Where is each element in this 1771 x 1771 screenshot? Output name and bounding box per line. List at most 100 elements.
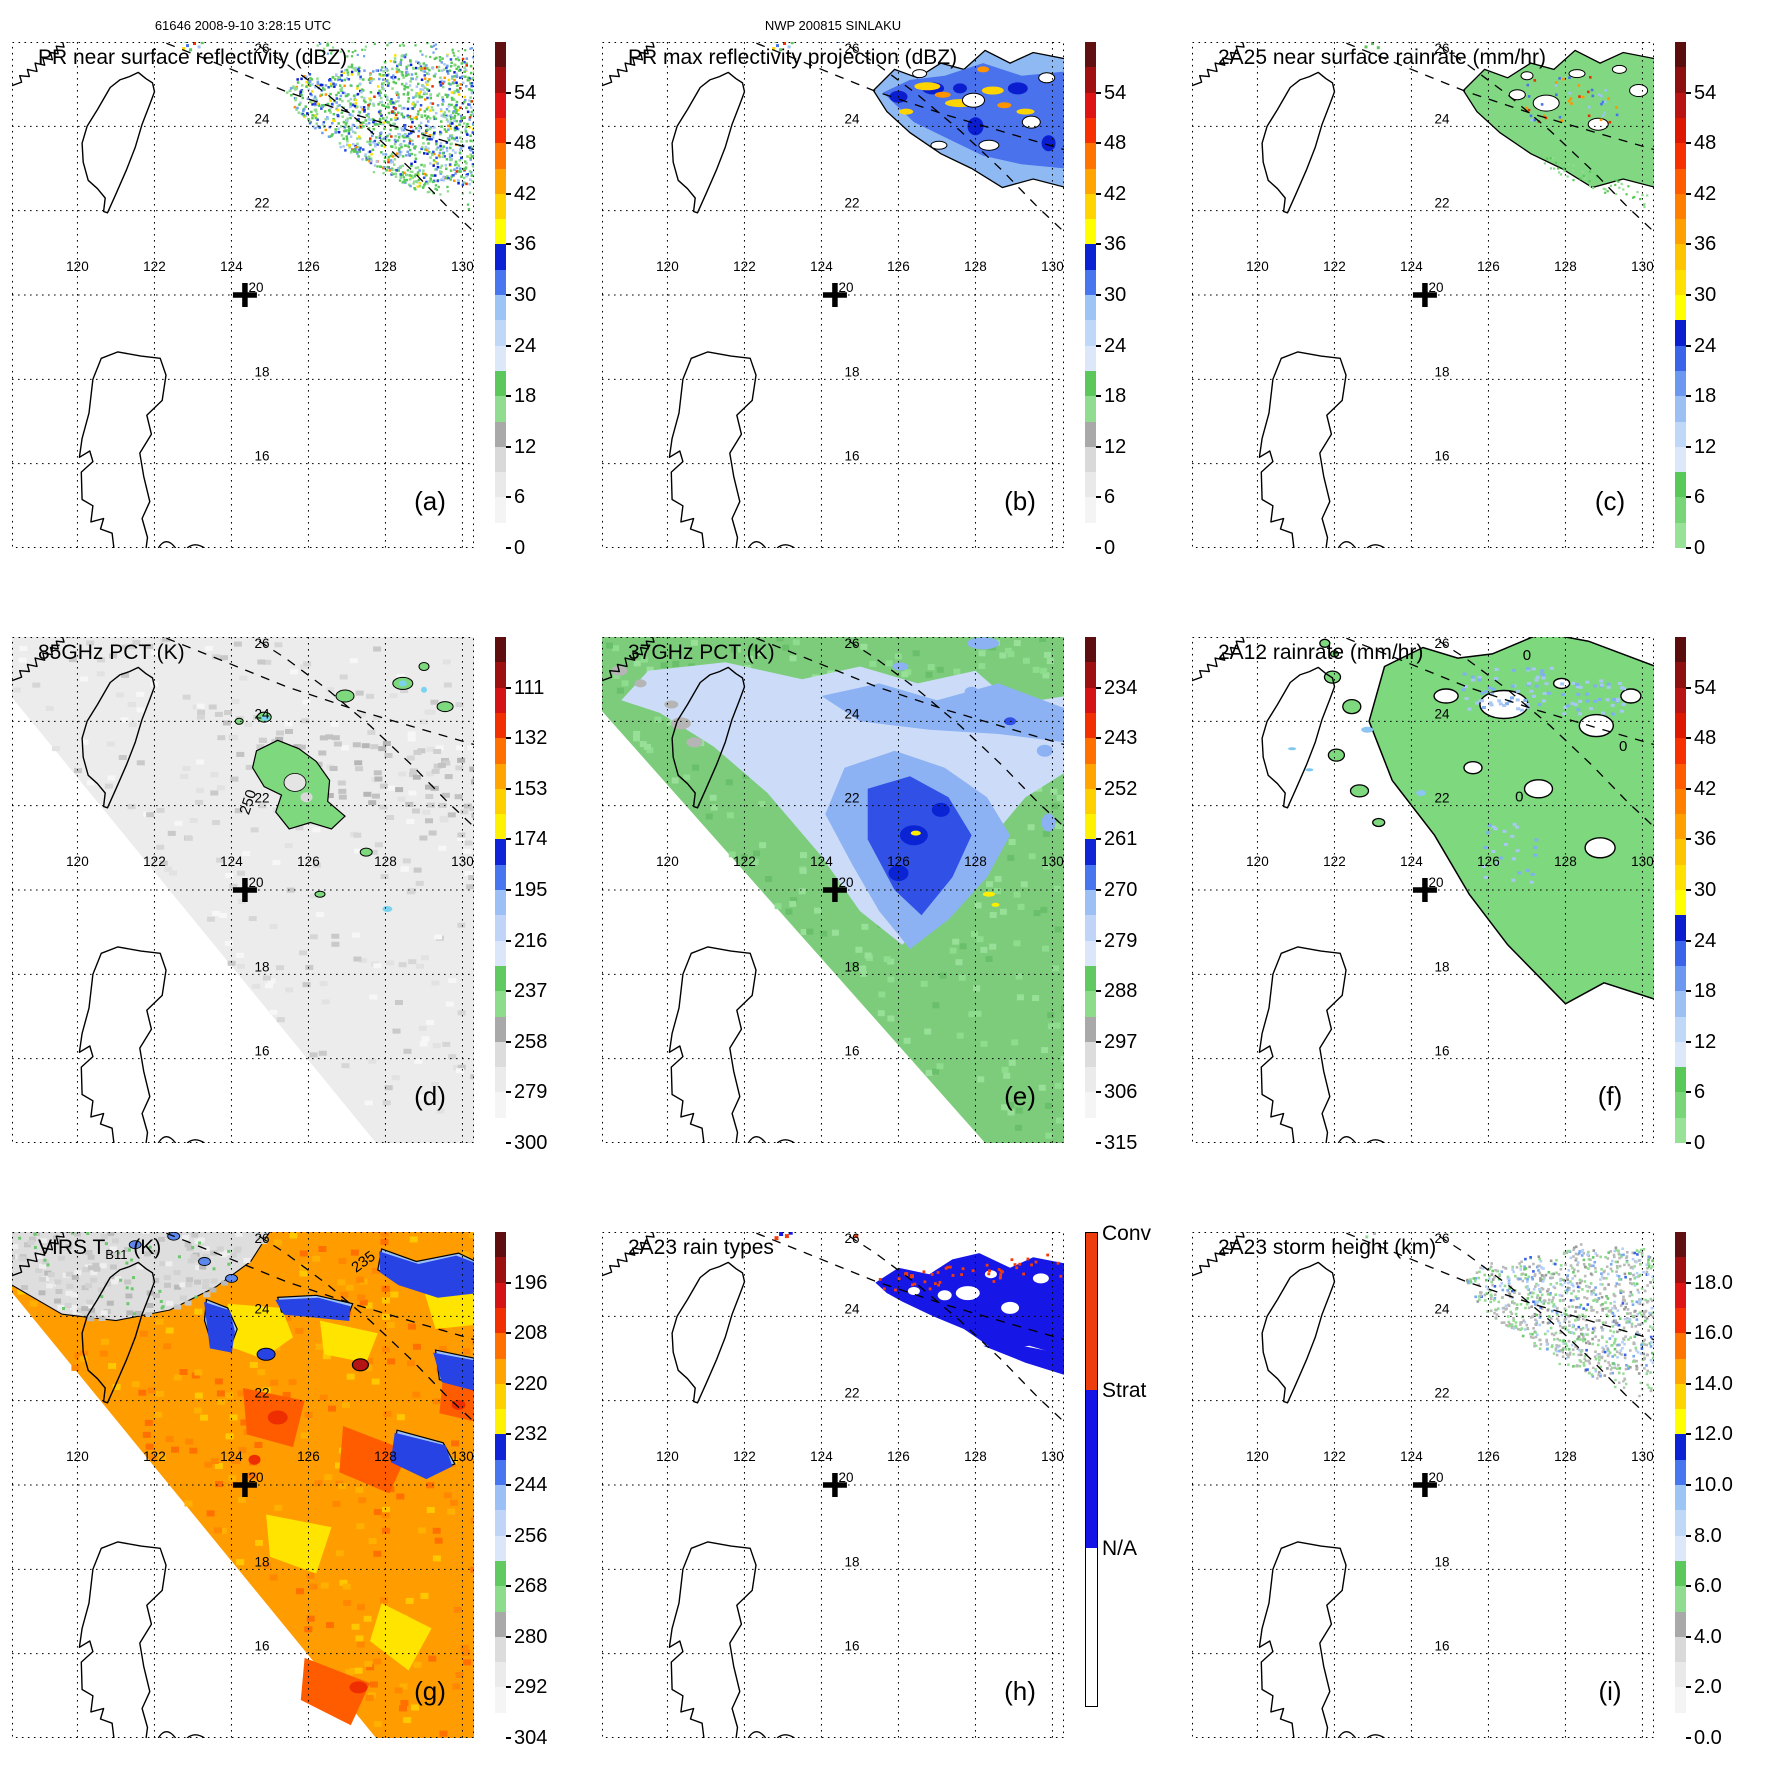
colorbar-segment xyxy=(1675,446,1686,473)
panel-letter-b: (b) xyxy=(1004,486,1036,516)
colorbar-tick-label: 195 xyxy=(514,879,548,901)
colorbar-tick xyxy=(506,1433,511,1436)
coastlines xyxy=(12,637,205,1143)
colorbar-tick xyxy=(1096,547,1101,549)
lon-tick-label: 126 xyxy=(887,854,910,869)
panel-letter-g: (g) xyxy=(414,1676,446,1706)
islet-coastline xyxy=(776,1734,795,1738)
colorbar-tick-label: 14.0 xyxy=(1694,1372,1733,1395)
colorbar-segment xyxy=(1675,92,1686,119)
colorbar-tick-label: 10.0 xyxy=(1694,1474,1733,1496)
panel-title-text: VIRS T xyxy=(38,1236,106,1259)
panel-letter-i: (i) xyxy=(1598,1676,1622,1706)
colorbar-segment xyxy=(1675,1485,1686,1511)
colorbar-tick xyxy=(1686,990,1691,993)
colorbar-category-label: Strat xyxy=(1102,1379,1147,1402)
lon-tick-label: 130 xyxy=(451,1449,474,1464)
colorbar-segment xyxy=(1085,67,1096,94)
colorbar-segment xyxy=(1675,269,1686,296)
pr-swath-edge-lines xyxy=(161,42,474,233)
colorbar-segment xyxy=(1675,712,1686,739)
colorbar-tick-label: 174 xyxy=(514,828,548,851)
colorbar-segment xyxy=(1085,168,1096,195)
colorbar-segment xyxy=(495,662,506,689)
lon-tick-label: 120 xyxy=(1246,1449,1269,1464)
colorbar-d: 111 132 153 174 195 216 237 258 279 300 xyxy=(495,637,547,1153)
lat-tick-label: 20 xyxy=(1428,875,1443,890)
colorbar-segment xyxy=(495,193,506,220)
lat-tick-label: 16 xyxy=(1434,1044,1449,1059)
colorbar-segment xyxy=(1675,295,1686,321)
lon-tick-label: 128 xyxy=(374,854,397,869)
grid-tick-labels: 26 24 22 20 18 16 120 122 124 126 128 130 xyxy=(66,1232,474,1654)
panel-letter-d: (d) xyxy=(414,1081,446,1111)
colorbar-tick xyxy=(506,1534,511,1537)
colorbar-segment xyxy=(1675,1636,1686,1663)
colorbar-segment xyxy=(495,1636,506,1663)
taiwan-coastline xyxy=(1261,71,1336,214)
lat-tick-label: 26 xyxy=(254,1232,269,1246)
colorbar-tick xyxy=(1096,686,1101,689)
colorbar-segment xyxy=(495,143,506,169)
colorbar-tick xyxy=(506,1585,511,1588)
colorbar-tick-label: 42 xyxy=(1694,182,1717,205)
islet-coastline xyxy=(1366,544,1385,548)
coastlines xyxy=(1192,42,1385,548)
colorbar-segment xyxy=(1675,763,1686,790)
colorbar-tick xyxy=(506,395,511,398)
colorbar-tick xyxy=(506,1040,511,1043)
lon-tick-label: 122 xyxy=(1323,259,1346,274)
colorbar-segment xyxy=(495,940,506,967)
colorbar-segment xyxy=(495,687,506,714)
lon-tick-label: 120 xyxy=(66,854,89,869)
colorbar-tick xyxy=(1686,939,1691,942)
colorbar-tick xyxy=(1686,192,1691,195)
typhoon-center-marker xyxy=(232,1473,257,1497)
colorbar-segment xyxy=(1675,1016,1686,1043)
coastlines xyxy=(12,1232,205,1738)
colorbar-segment xyxy=(495,421,506,448)
colorbar-tick xyxy=(1096,787,1101,790)
map-panel-a: 26 24 22 20 18 16 120 122 124 126 128 130 xyxy=(12,42,474,548)
colorbar-i: 18.0 16.0 14.0 12.0 10.0 8.0 6.0 4.0 2.0 0.0 xyxy=(1675,1232,1733,1748)
colorbar-tick xyxy=(1686,686,1691,689)
colorbar-tick xyxy=(1096,243,1101,246)
colorbar-segment xyxy=(1085,940,1096,967)
colorbar-segment xyxy=(495,67,506,94)
typhoon-center-marker xyxy=(822,283,847,307)
colorbar-segment xyxy=(1675,1434,1686,1461)
colorbar-segment xyxy=(495,738,506,764)
lon-tick-label: 124 xyxy=(1400,854,1423,869)
contour-value-label: 250 xyxy=(236,788,260,817)
typhoon-center-marker xyxy=(232,878,257,902)
colorbar-tick-label: 280 xyxy=(514,1625,548,1648)
colorbar-segment xyxy=(495,1358,506,1385)
colorbar-segment xyxy=(1085,814,1096,840)
colorbar-segment xyxy=(1085,1016,1096,1043)
colorbar-segment xyxy=(1085,219,1096,245)
lon-tick-label: 122 xyxy=(143,854,166,869)
typhoon-center-marker xyxy=(1412,878,1437,902)
colorbar-tick xyxy=(1096,1091,1101,1094)
colorbar-segment xyxy=(1085,788,1096,815)
china-coastline xyxy=(1192,637,1251,682)
colorbar-tick-label: 268 xyxy=(514,1575,548,1598)
colorbar-tick xyxy=(506,445,511,448)
colorbar-segment xyxy=(1675,143,1686,169)
colorbar-tick-label: 315 xyxy=(1104,1132,1138,1154)
colorbar-segment xyxy=(1085,687,1096,714)
satellite-data-layer-a xyxy=(182,42,474,211)
colorbar-segment xyxy=(1085,1067,1096,1093)
colorbar-segment xyxy=(495,1434,506,1461)
typhoon-center-marker xyxy=(1412,283,1437,307)
colorbar-tick xyxy=(506,787,511,790)
lon-tick-label: 126 xyxy=(887,1449,910,1464)
coastlines xyxy=(602,637,795,1143)
colorbar-g: 196 208 220 232 244 256 268 280 292 304 xyxy=(495,1232,547,1748)
colorbar-tick xyxy=(1686,91,1691,94)
colorbar-tick xyxy=(506,1737,511,1739)
colorbar-tick-label: 18.0 xyxy=(1694,1271,1733,1294)
colorbar-segment xyxy=(495,1333,506,1359)
colorbar-tick-label: 153 xyxy=(514,777,548,800)
colorbar-tick-label: 304 xyxy=(514,1727,548,1749)
